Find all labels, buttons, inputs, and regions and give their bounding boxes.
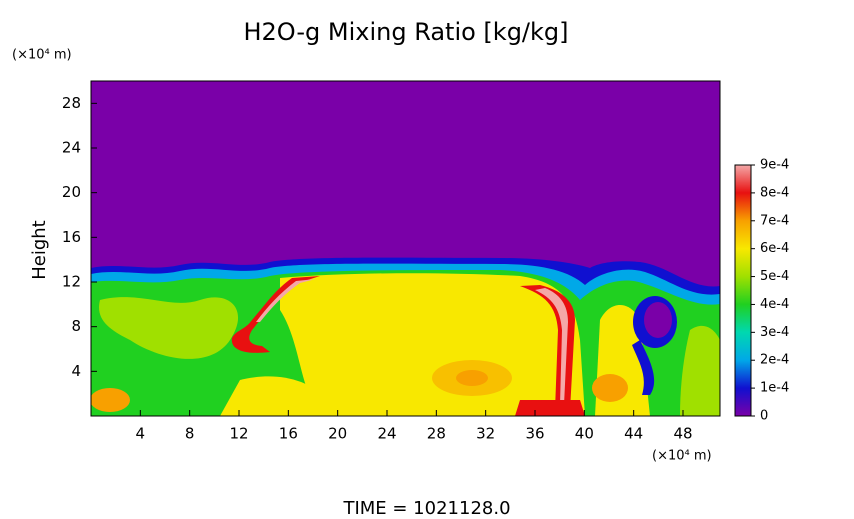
x-tick-label: 20 <box>328 425 347 443</box>
x-tick-label: 8 <box>185 425 195 443</box>
x-unit: (×10⁴ m) <box>652 449 712 464</box>
y-unit: (×10⁴ m) <box>12 48 72 63</box>
y-tick-label: 24 <box>62 139 81 157</box>
colorbar-tick-label: 3e-4 <box>760 325 789 340</box>
field <box>91 81 720 416</box>
colorbar-tick-label: 8e-4 <box>760 185 789 200</box>
colorbar-tick-label: 0 <box>760 409 768 424</box>
y-tick-label: 20 <box>62 183 81 201</box>
y-tick-label: 8 <box>71 317 81 335</box>
y-tick-label: 4 <box>71 362 81 380</box>
x-tick-label: 24 <box>377 425 396 443</box>
colorbar-tick-label: 2e-4 <box>760 353 789 368</box>
x-tick-label: 40 <box>575 425 594 443</box>
plot-frame <box>90 80 721 417</box>
colorbar-tick-label: 1e-4 <box>760 381 789 396</box>
colorbar-tick-label: 4e-4 <box>760 297 789 312</box>
y-tick-label: 28 <box>62 94 81 112</box>
x-tick-label: 28 <box>427 425 446 443</box>
x-tick-label: 4 <box>136 425 146 443</box>
x-tick-label: 44 <box>624 425 643 443</box>
chart-title: H2O-g Mixing Ratio [kg/kg] <box>243 18 568 46</box>
colorbar-tick-label: 7e-4 <box>760 213 789 228</box>
x-tick-label: 16 <box>279 425 298 443</box>
colorbar-tick-label: 5e-4 <box>760 269 789 284</box>
colorbar <box>734 164 752 417</box>
y-axis-label: Height <box>29 220 50 280</box>
footer: TIME = 1021128.0 <box>342 498 510 519</box>
y-tick-label: 12 <box>62 273 81 291</box>
x-tick-label: 12 <box>229 425 248 443</box>
x-tick-label: 48 <box>673 425 692 443</box>
colorbar-tick-label: 9e-4 <box>760 158 789 173</box>
colorbar-tick-label: 6e-4 <box>760 241 789 256</box>
x-tick-label: 32 <box>476 425 495 443</box>
x-tick-label: 36 <box>525 425 544 443</box>
y-tick-label: 16 <box>62 228 81 246</box>
